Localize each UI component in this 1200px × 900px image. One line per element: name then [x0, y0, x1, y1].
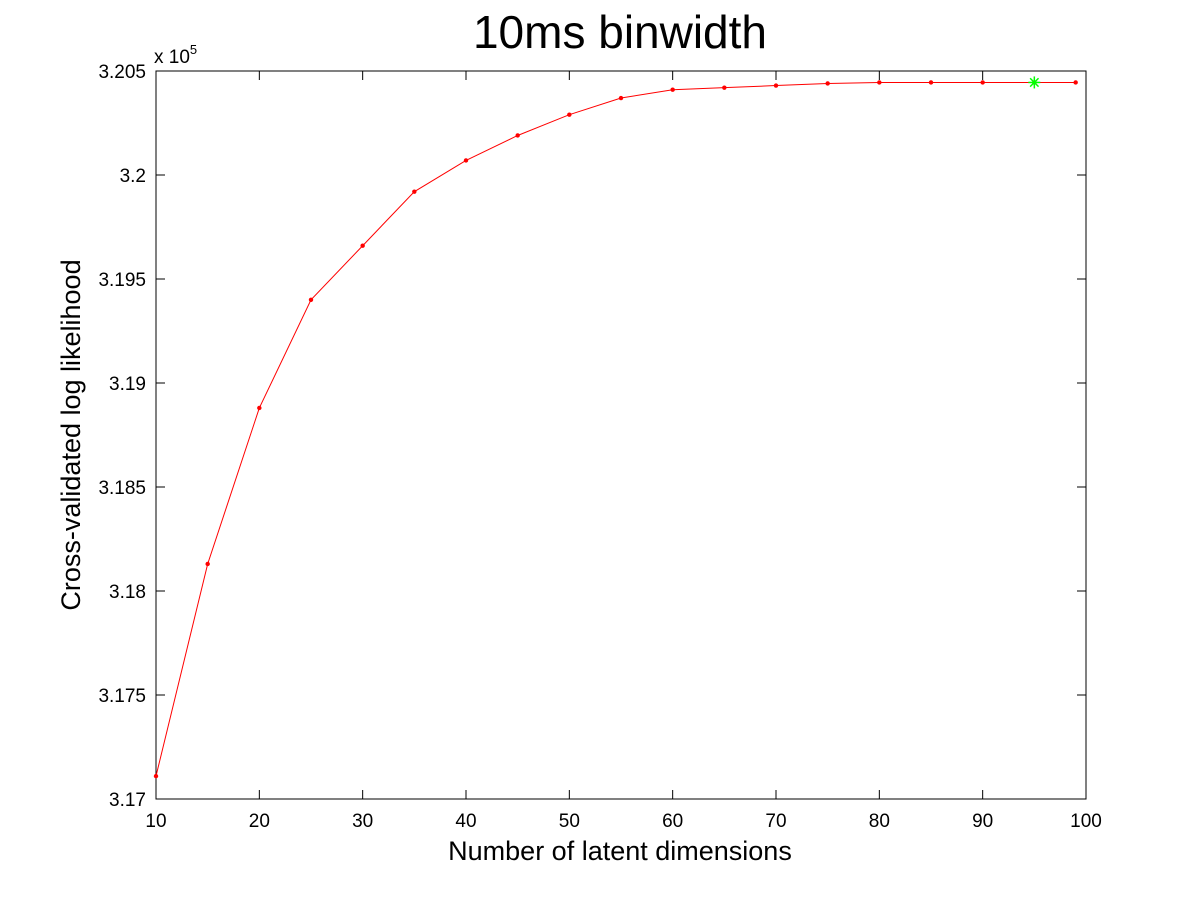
data-point — [257, 405, 262, 411]
x-tick-label: 40 — [455, 811, 476, 832]
y-axis-title: Cross-validated log likelihood — [56, 259, 86, 610]
data-point — [412, 189, 417, 194]
y-axis-multiplier-exponent: 5 — [190, 42, 197, 57]
y-tick-label: 3.18 — [109, 582, 146, 603]
x-tick-label: 80 — [869, 811, 890, 832]
data-point — [773, 83, 779, 88]
y-tick-label: 3.2 — [120, 166, 146, 187]
y-tick-label: 3.195 — [98, 270, 146, 291]
y-tick-label: 3.19 — [109, 374, 146, 395]
highlight-marker — [1028, 76, 1041, 89]
x-tick-label: 90 — [972, 811, 993, 832]
data-point — [567, 112, 572, 117]
data-point — [205, 561, 210, 567]
data-point — [877, 80, 882, 85]
y-tick-label: 3.175 — [98, 686, 146, 707]
data-point — [153, 773, 159, 779]
series-layer — [153, 76, 1078, 779]
x-tick-label: 100 — [1070, 811, 1102, 832]
data-point — [825, 81, 830, 86]
data-point — [515, 133, 520, 138]
data-point — [360, 243, 365, 248]
data-point — [722, 85, 727, 90]
x-axis-title: Number of latent dimensions — [448, 836, 792, 866]
highlight-marker-stroke — [1029, 77, 1040, 88]
x-tick-label: 70 — [765, 811, 786, 832]
data-point — [463, 158, 469, 163]
x-tick-label: 50 — [559, 811, 580, 832]
x-tick-label: 20 — [249, 811, 270, 832]
chart-title: 10ms binwidth — [473, 6, 767, 58]
x-tick-label: 10 — [145, 811, 166, 832]
y-axis-multiplier-base: x 10 — [154, 47, 190, 68]
x-tick-label: 30 — [352, 811, 373, 832]
x-axis: 10 20 30 40 50 60 70 80 90 100 — [145, 71, 1102, 832]
y-tick-label: 3.185 — [98, 478, 146, 499]
plot-area — [155, 70, 1087, 800]
x-tick-label: 60 — [662, 811, 683, 832]
data-point — [928, 80, 934, 85]
data-point — [618, 95, 624, 101]
data-point — [1073, 80, 1078, 85]
data-point — [308, 297, 314, 302]
y-tick-label: 3.17 — [109, 790, 146, 811]
y-tick-label: 3.205 — [98, 62, 146, 83]
y-axis: 3.17 3.175 3.18 3.185 3.19 3.195 3.2 3.205 — [98, 62, 1086, 811]
data-point — [980, 80, 985, 85]
y-axis-multiplier: x 105 — [154, 42, 197, 68]
data-point — [670, 87, 675, 92]
